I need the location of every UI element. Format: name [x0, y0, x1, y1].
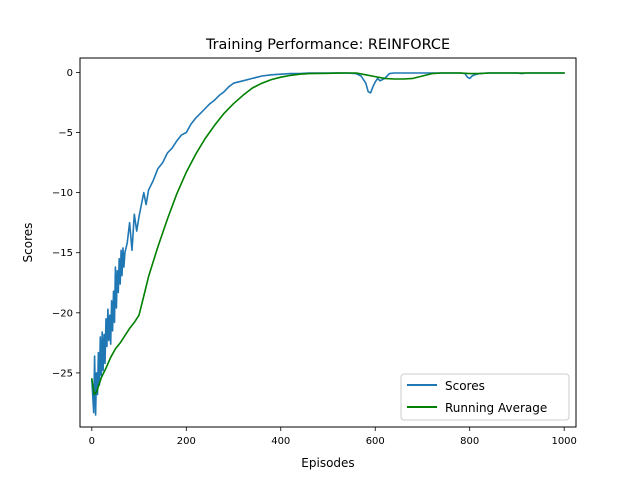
- x-tick-label: 1000: [551, 436, 576, 447]
- x-tick-label: 600: [366, 436, 385, 447]
- legend: Scores Running Average: [401, 374, 569, 420]
- x-axis-label: Episodes: [301, 456, 354, 470]
- y-tick-label: −10: [52, 188, 73, 199]
- y-tick-label: −15: [52, 248, 73, 259]
- y-tick-label: −20: [52, 308, 73, 319]
- legend-label-running-average: Running Average: [445, 401, 547, 415]
- x-tick-label: 400: [271, 436, 290, 447]
- x-tick-label: 200: [177, 436, 196, 447]
- y-tick-label: −5: [58, 128, 73, 139]
- x-tick-label: 0: [89, 436, 95, 447]
- y-axis-label: Scores: [21, 223, 35, 263]
- y-tick-label: 0: [67, 68, 73, 79]
- x-tick-label: 800: [460, 436, 479, 447]
- y-tick-label: −25: [52, 368, 73, 379]
- legend-label-scores: Scores: [445, 379, 485, 393]
- chart-title: Training Performance: REINFORCE: [205, 37, 450, 53]
